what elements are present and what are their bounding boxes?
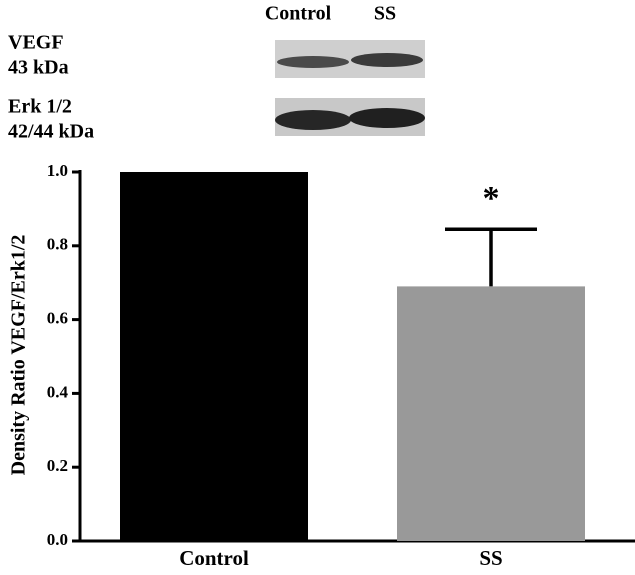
bar <box>120 172 308 541</box>
lane-label: Control <box>265 3 332 25</box>
y-tick-label: 0.6 <box>47 309 68 328</box>
blot-row-name: Erk 1/2 <box>8 96 72 118</box>
y-axis-label: Density Ratio VEGF/Erk1/2 <box>8 235 30 476</box>
blot-row-name: VEGF <box>8 32 64 54</box>
x-tick-label: SS <box>479 546 502 570</box>
bar <box>397 286 585 541</box>
y-tick-label: 0.4 <box>47 382 69 401</box>
y-tick-label: 1.0 <box>47 161 68 180</box>
significance-marker: * <box>483 180 500 217</box>
blot-row-size: 42/44 kDa <box>8 121 94 143</box>
blot-image <box>275 40 425 136</box>
y-tick-label: 0.8 <box>47 235 68 254</box>
x-tick-label: Control <box>179 546 249 570</box>
lane-label: SS <box>374 3 396 25</box>
y-tick-label: 0.2 <box>47 456 68 475</box>
y-tick-label: 0.0 <box>47 530 68 549</box>
blot-row-size: 43 kDa <box>8 57 69 79</box>
